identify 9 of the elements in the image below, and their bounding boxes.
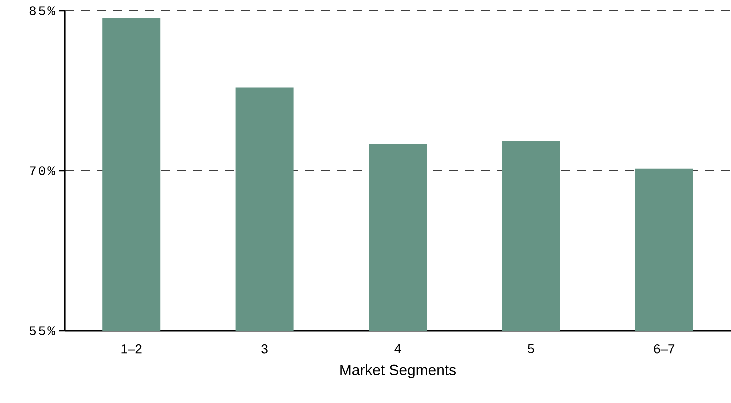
y-tick-label: 70% [30,166,56,176]
x-tick-label: 5 [528,344,534,354]
x-axis-title: Market Segments [340,364,456,378]
y-tick-label: 85% [30,6,56,16]
x-tick-label: 1–2 [122,344,142,354]
x-tick-label: 6–7 [654,344,675,354]
x-tick-label: 4 [394,344,402,354]
y-tick-label: 55% [30,326,56,336]
x-tick-label: 3 [262,344,268,354]
